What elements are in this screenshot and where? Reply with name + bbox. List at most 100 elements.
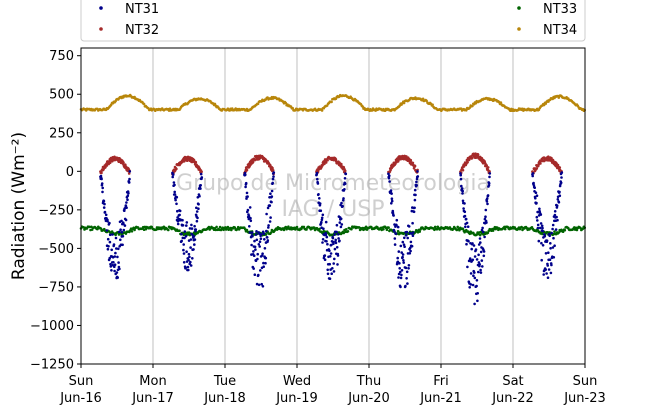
nt31-point <box>193 238 197 241</box>
nt31-point <box>335 223 339 227</box>
nt31-point <box>268 220 272 223</box>
nt31-point <box>408 252 412 255</box>
nt33-point <box>561 230 565 233</box>
nt31-point <box>472 244 476 247</box>
nt31-point <box>335 230 338 234</box>
nt31-point <box>553 210 557 213</box>
nt33-point <box>167 228 170 232</box>
nt31-point <box>478 237 482 240</box>
nt31-point <box>254 248 257 251</box>
nt31-point <box>553 213 557 217</box>
nt31-point <box>99 174 103 178</box>
nt31-point <box>468 257 472 260</box>
nt31-point <box>330 243 333 247</box>
nt31-point <box>112 261 115 264</box>
nt31-point <box>119 228 122 231</box>
nt31-point <box>407 225 411 228</box>
nt31-point <box>249 219 253 223</box>
nt32-point <box>185 159 189 162</box>
nt31-point <box>328 262 332 266</box>
nt31-point <box>533 186 536 189</box>
nt31-point <box>191 257 194 260</box>
nt32-point <box>271 169 275 172</box>
nt31-point <box>329 254 332 258</box>
nt31-point <box>248 225 251 228</box>
nt31-point <box>413 188 417 192</box>
nt31-point <box>120 230 124 234</box>
nt31-point <box>192 248 195 251</box>
nt31-point <box>464 217 468 221</box>
nt31-point <box>475 284 478 288</box>
nt31-point <box>186 265 190 269</box>
nt31-point <box>481 226 484 230</box>
nt31-point <box>318 197 321 200</box>
legend-marker <box>517 27 521 31</box>
nt31-point <box>261 285 265 288</box>
nt31-point <box>544 268 547 271</box>
y-axis-label: Radiation (Wm⁻²) <box>9 132 29 280</box>
nt31-point <box>251 234 254 238</box>
nt31-point <box>479 241 482 244</box>
nt31-point <box>173 190 176 194</box>
nt32-point <box>245 168 249 172</box>
nt31-point <box>262 265 266 269</box>
nt31-point <box>553 244 556 247</box>
legend-marker <box>517 6 521 10</box>
nt31-point <box>484 215 487 218</box>
nt31-point <box>269 216 272 219</box>
nt31-point <box>338 221 342 224</box>
nt31-point <box>197 207 200 210</box>
nt31-point <box>545 272 548 275</box>
nt31-point <box>479 271 483 274</box>
nt31-point <box>477 253 480 257</box>
nt31-point <box>410 244 414 248</box>
nt31-point <box>255 230 258 233</box>
nt31-point <box>108 256 111 260</box>
nt31-point <box>182 261 186 264</box>
nt31-point <box>411 231 415 234</box>
nt31-point <box>469 283 473 286</box>
nt31-point <box>102 206 106 209</box>
nt31-point <box>187 252 191 256</box>
y-tick-label: −1000 <box>30 319 74 334</box>
nt31-point <box>193 243 196 246</box>
nt31-point <box>390 197 394 200</box>
nt31-point <box>108 240 112 244</box>
nt31-point <box>485 200 489 203</box>
nt31-point <box>267 226 270 229</box>
nt33-point <box>318 227 321 231</box>
nt31-point <box>114 251 117 255</box>
nt31-point <box>411 234 415 237</box>
nt31-point <box>403 245 406 248</box>
nt32-point <box>326 159 329 162</box>
nt31-point <box>534 191 538 194</box>
nt31-point <box>550 263 553 267</box>
nt31-point <box>114 236 118 240</box>
nt31-point <box>389 189 393 192</box>
y-tick-label: 0 <box>66 165 74 180</box>
nt31-point <box>475 279 479 282</box>
nt31-point <box>342 197 345 200</box>
nt31-point <box>559 181 563 185</box>
nt31-point <box>403 236 406 240</box>
nt32-point <box>462 165 466 168</box>
nt31-point <box>265 212 268 216</box>
nt31-point <box>535 215 539 219</box>
nt31-point <box>183 230 187 233</box>
nt32-point <box>413 164 417 168</box>
nt31-point <box>536 219 539 222</box>
nt31-point <box>531 172 535 175</box>
nt31-point <box>541 244 545 247</box>
nt31-point <box>329 252 333 255</box>
nt33-point <box>302 225 306 229</box>
nt31-point <box>402 243 406 246</box>
nt31-point <box>320 220 323 224</box>
nt31-point <box>101 190 104 194</box>
nt31-point <box>266 206 270 210</box>
x-tick-day: Sun <box>69 374 94 389</box>
nt31-point <box>107 245 110 248</box>
nt33-point <box>418 230 422 233</box>
nt31-point <box>406 236 410 240</box>
nt31-point <box>552 255 556 259</box>
